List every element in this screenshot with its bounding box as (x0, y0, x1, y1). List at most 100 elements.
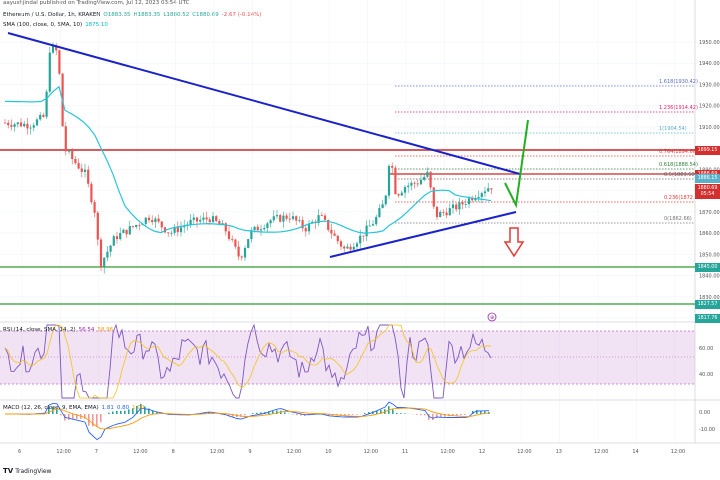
candle-body (173, 227, 176, 233)
macd-tick: -10.00 (699, 427, 715, 433)
fib-label: 0.236(1872.54) (664, 195, 703, 201)
candle-body (231, 239, 234, 240)
macd-bar (328, 414, 330, 416)
time-tick: 12 (479, 449, 485, 455)
price-tick: 1850.00 (699, 252, 720, 258)
candle-body (74, 159, 77, 164)
time-tick: 12:00 (56, 449, 70, 455)
macd-bar (124, 410, 126, 414)
candle-body (391, 165, 394, 168)
candle-body (448, 208, 451, 216)
price-axis[interactable]: 1950.001940.001930.001920.001910.001900.… (699, 40, 720, 433)
candle-body (407, 185, 410, 188)
macd-bar (300, 414, 302, 416)
rsi-band (0, 331, 695, 384)
event-marker-icon[interactable] (487, 312, 497, 322)
candle-body (154, 218, 157, 223)
candle-body (147, 217, 151, 221)
macd-bar (380, 409, 382, 414)
macd-bar (48, 407, 50, 414)
time-tick: 12:00 (671, 449, 685, 455)
candle-body (19, 122, 23, 127)
sma-value: 1875.10 (85, 22, 108, 28)
candle-body (387, 165, 391, 196)
bullish-trend-line[interactable] (329, 211, 517, 258)
candle-body (320, 215, 323, 216)
fib-label: 1(1904.54) (659, 126, 687, 132)
macd-label: MACD (12, 26, close, 9, EMA, EMA) (3, 405, 99, 411)
macd-bar (480, 410, 482, 414)
open-value: O1883.35 (103, 12, 131, 18)
macd-bar (100, 414, 102, 423)
macd-value: 0.80 (116, 405, 130, 411)
candle-body (371, 224, 375, 226)
candle-body (375, 216, 378, 225)
change-value: -2.67 (-0.14%) (221, 12, 262, 18)
macd-bar (128, 409, 130, 414)
candle-body (250, 230, 253, 240)
symbol-name: Ethereum / U.S. Dollar, 1h, KRAKEN (3, 12, 101, 18)
rsi-ma-line (4, 324, 492, 399)
macd-bar (56, 408, 58, 414)
time-axis[interactable]: 6 12:00 7 12:00 8 12:00 9 12:00 10 12:00 11 12:00 12… (18, 449, 685, 455)
high-value: H1883.35 (133, 12, 161, 18)
candle-body (355, 243, 359, 247)
macd-bar (156, 412, 158, 414)
candle-body (157, 218, 160, 222)
macd-signal-value: 1.00 (132, 405, 145, 411)
macd-bar (272, 410, 274, 414)
fib-label: 1.618(1930.42) (659, 79, 698, 85)
tradingview-logo[interactable]: TV TradingView (3, 467, 51, 475)
candle-body (16, 122, 19, 125)
time-tick: 7 (95, 449, 98, 455)
time-tick: 12:00 (287, 449, 301, 455)
price-tick: 1840.00 (699, 274, 720, 280)
macd-bar (148, 408, 150, 414)
candle-body (307, 223, 311, 232)
candle-body (291, 216, 295, 220)
candle-body (451, 204, 455, 209)
rsi-legend[interactable]: RSI (14, close, SMA, 14, 2) 56.54 58.96 (3, 327, 113, 333)
candle-body (167, 232, 170, 234)
symbol-legend[interactable]: Ethereum / U.S. Dollar, 1h, KRAKEN O1883… (3, 12, 262, 18)
candle-body (256, 226, 259, 231)
candle-body (442, 211, 445, 213)
macd-bar (444, 414, 446, 417)
candle-body (103, 257, 106, 268)
macd-bar (376, 410, 378, 414)
time-tick: 13 (556, 449, 562, 455)
time-tick: 8 (172, 449, 175, 455)
macd-bar (424, 414, 426, 416)
candle-body (480, 193, 483, 198)
macd-bar (420, 414, 422, 416)
macd-bar (72, 414, 74, 420)
candle-body (26, 123, 29, 129)
rsi-tick: 40.00 (699, 372, 713, 378)
candle-body (445, 212, 448, 216)
fib-label: 1.236(1914.42) (659, 105, 698, 111)
macd-bar (136, 405, 138, 414)
candle-body (269, 220, 272, 224)
macd-bar (404, 413, 406, 414)
sma-legend[interactable]: SMA (100, close, 0, SMA, 10) 1875.10 (3, 22, 108, 28)
bearish-trend-line[interactable] (7, 32, 521, 175)
candle-body (352, 246, 355, 250)
macd-bar (452, 414, 454, 416)
candle-body (10, 125, 13, 127)
candle-body (183, 225, 186, 228)
candle-body (55, 45, 58, 51)
candle-body (138, 224, 141, 226)
candle-body (343, 246, 346, 249)
fib-label: 0(1862.66) (664, 216, 692, 222)
macd-legend[interactable]: MACD (12, 26, close, 9, EMA, EMA) 1.81 0… (3, 405, 144, 411)
price-tick: 1910.00 (699, 125, 720, 131)
candle-body (211, 216, 215, 223)
macd-bar (440, 414, 442, 418)
macd-bar (132, 408, 134, 414)
candle-body (317, 215, 320, 224)
candle-body (119, 233, 122, 240)
candle-body (208, 219, 211, 223)
chart-grid (0, 0, 695, 443)
event-marker-glyph: ⊕ (490, 315, 494, 321)
